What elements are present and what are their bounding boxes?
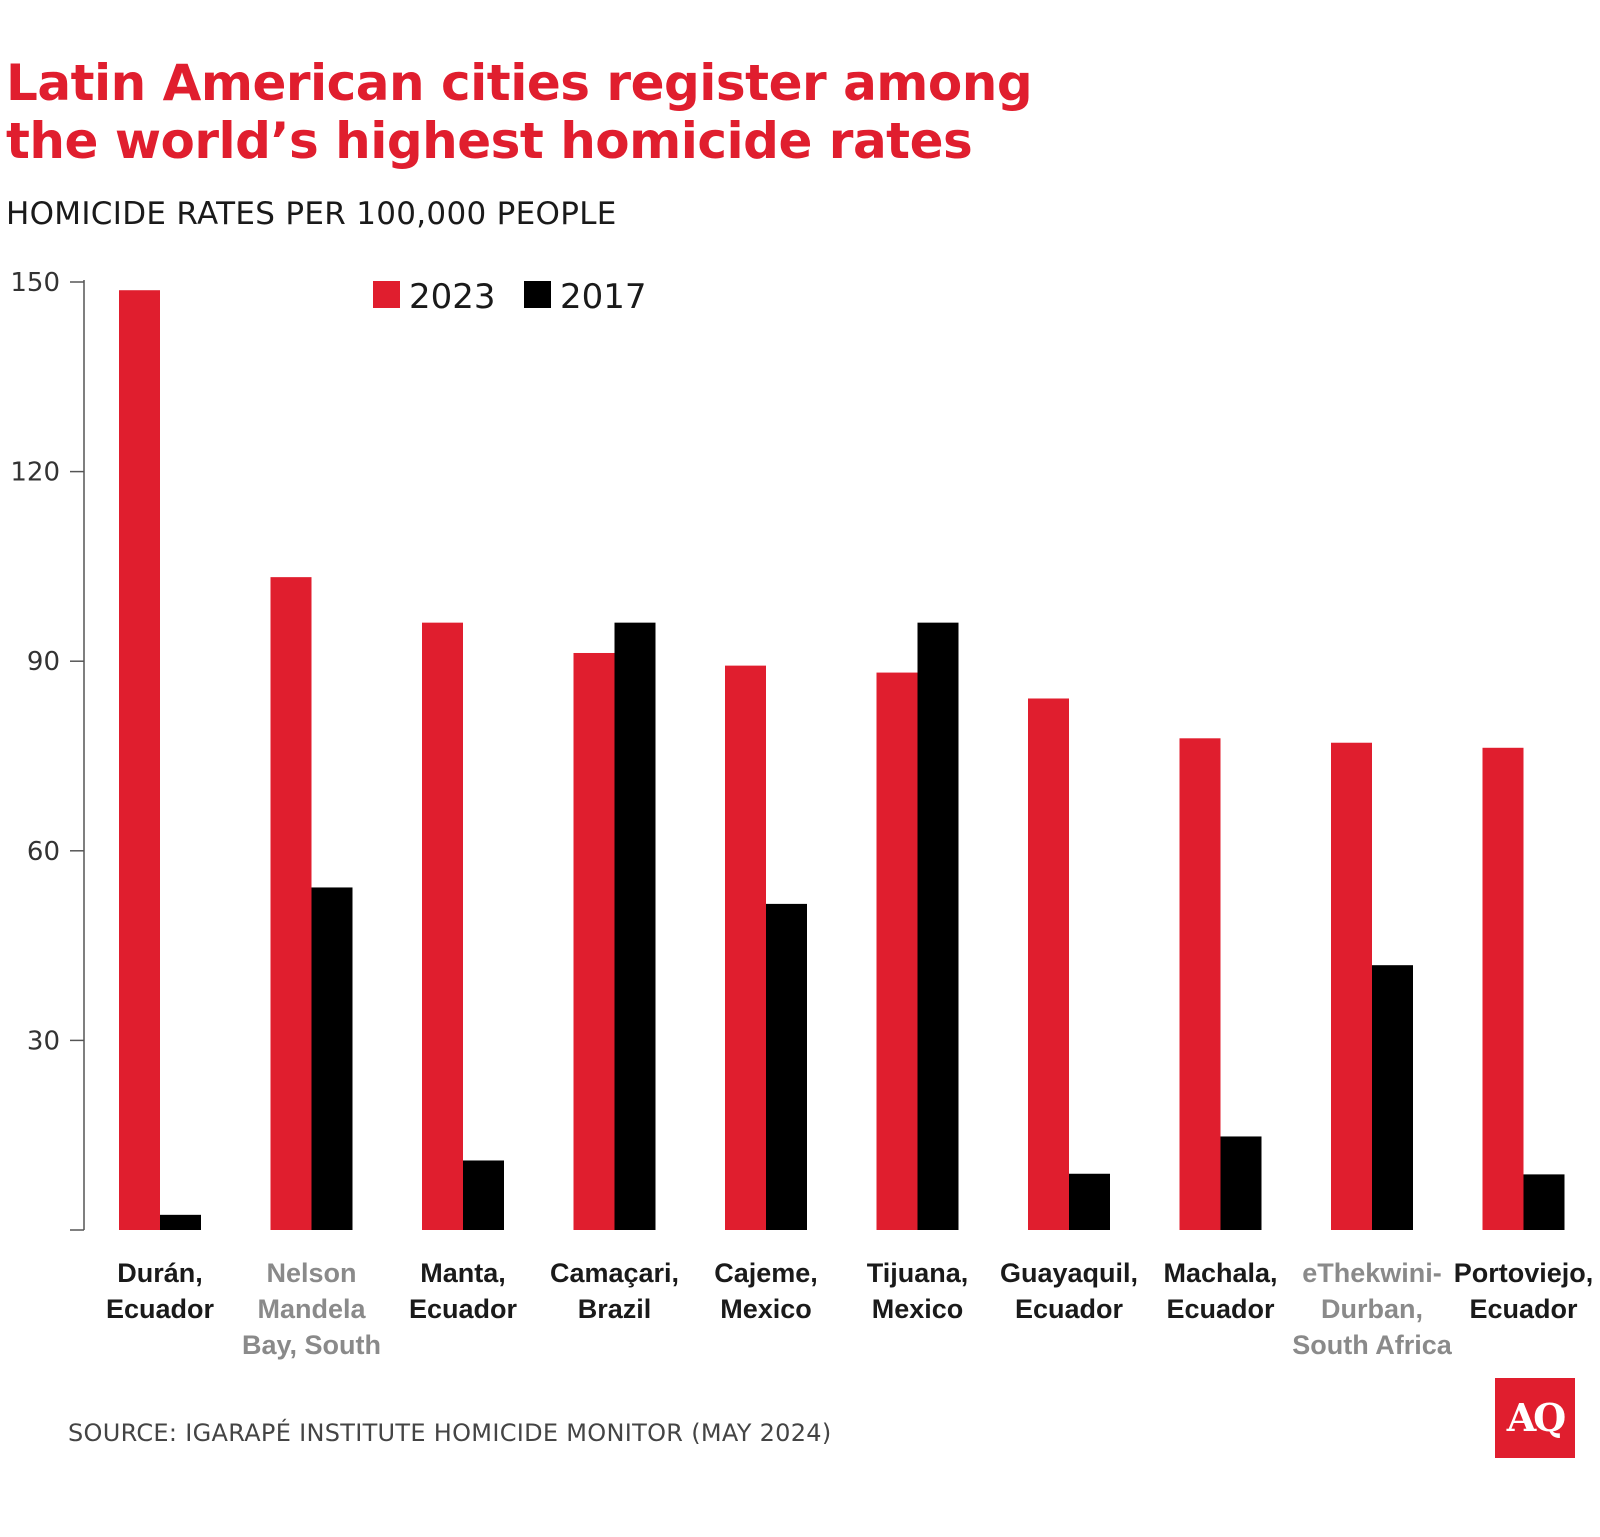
- source-note: SOURCE: IGARAPÉ INSTITUTE HOMICIDE MONIT…: [68, 1419, 832, 1447]
- category-label: Tijuana, Mexico: [867, 1258, 969, 1324]
- aq-logo: AQ: [1495, 1378, 1575, 1458]
- bar-2017-7: [1220, 1136, 1262, 1230]
- legend-swatch-2023: [373, 281, 400, 308]
- bar-2017-3: [614, 622, 656, 1230]
- bar-2023-5: [876, 672, 918, 1230]
- bar-2017-6: [1069, 1173, 1110, 1230]
- bar-2023-2: [422, 622, 463, 1230]
- bar-2017-4: [766, 903, 807, 1230]
- bars: [119, 290, 1565, 1230]
- y-tick-label: 60: [27, 837, 60, 867]
- bar-2023-7: [1179, 738, 1221, 1230]
- bar-2017-5: [917, 622, 959, 1230]
- category-label: Durán, Ecuador: [106, 1258, 215, 1324]
- bar-2023-8: [1331, 742, 1372, 1230]
- category-label: Machala, Ecuador: [1163, 1258, 1277, 1324]
- legend-swatch-2017: [524, 281, 551, 308]
- chart-title-line-2: the world’s highest homicide rates: [6, 112, 973, 170]
- category-label: eThekwini-Durban, South Africa: [1292, 1258, 1452, 1360]
- bar-2023-6: [1028, 698, 1069, 1230]
- bar-2023-0: [119, 290, 160, 1230]
- legend: 2023 2017: [373, 277, 647, 317]
- category-label: Manta, Ecuador: [409, 1258, 518, 1324]
- legend-label-2017: 2017: [560, 277, 647, 317]
- chart-title-line-1: Latin American cities register among: [6, 54, 1033, 112]
- bar-2017-2: [463, 1160, 504, 1230]
- y-tick-label: 30: [27, 1026, 60, 1056]
- y-tick-label: 120: [10, 458, 60, 488]
- chart-subtitle: HOMICIDE RATES PER 100,000 PEOPLE: [6, 196, 617, 232]
- bar-2017-0: [160, 1214, 201, 1230]
- chart-title: Latin American cities register among the…: [6, 54, 1106, 170]
- bar-2023-1: [270, 577, 312, 1230]
- y-tick-label: 150: [10, 268, 60, 298]
- bar-2017-1: [311, 887, 353, 1230]
- category-label: Camaçari, Brazil: [550, 1258, 679, 1324]
- y-tick-label: 90: [27, 647, 60, 677]
- bar-2023-3: [573, 652, 615, 1230]
- bar-2017-9: [1523, 1174, 1565, 1230]
- bar-2023-9: [1482, 747, 1524, 1230]
- category-label: Cajeme, Mexico: [714, 1258, 818, 1324]
- bar-2023-4: [725, 665, 766, 1230]
- category-label: Portoviejo, Ecuador: [1454, 1258, 1594, 1324]
- category-label: Guayaquil, Ecuador: [1000, 1258, 1138, 1324]
- bar-2017-8: [1372, 965, 1413, 1230]
- bar-chart: 30 60 90 120 150 2023 2017 Durán, Ecuador Nelso…: [10, 268, 1593, 1370]
- y-axis: 30 60 90 120 150: [10, 268, 85, 1231]
- legend-label-2023: 2023: [409, 277, 496, 317]
